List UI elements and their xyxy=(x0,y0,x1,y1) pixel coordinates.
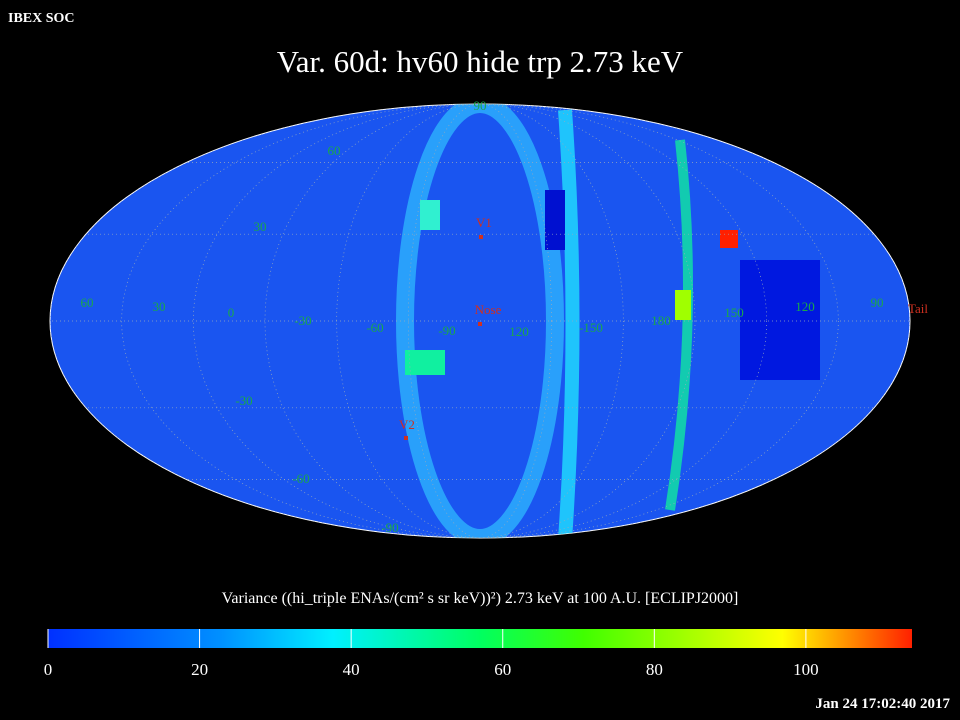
graticule xyxy=(50,104,910,538)
marker-label: Nose xyxy=(475,302,502,317)
corner-label: IBEX SOC xyxy=(8,11,75,26)
colorbar-tick-label: 60 xyxy=(494,660,511,679)
meridian xyxy=(264,104,696,538)
meridian xyxy=(192,104,768,538)
marker-dot xyxy=(478,322,482,326)
marker-label: V1 xyxy=(476,215,492,230)
colorbar-tick-label: 100 xyxy=(793,660,819,679)
colorbar xyxy=(48,629,912,648)
longitude-label: 30 xyxy=(153,299,166,314)
longitude-label: 150 xyxy=(724,305,744,320)
marker-dot xyxy=(404,436,408,440)
longitude-label: 0 xyxy=(228,305,235,320)
map-texture xyxy=(396,104,820,538)
longitude-label: -90 xyxy=(438,323,455,338)
latitude-label: 90 xyxy=(474,98,487,113)
colorbar-tick-label: 0 xyxy=(44,660,53,679)
longitude-label: -150 xyxy=(579,320,603,335)
latitude-label: 30 xyxy=(254,219,267,234)
marker-label: V2 xyxy=(399,417,415,432)
colorbar-tick-label: 20 xyxy=(191,660,208,679)
meridian xyxy=(121,104,839,538)
marker-label: Tail xyxy=(908,301,928,316)
latitude-label: 60 xyxy=(328,143,341,158)
sky-map xyxy=(49,103,911,539)
title: Var. 60d: hv60 hide trp 2.73 keV xyxy=(277,44,684,79)
colorbar-tick-label: 80 xyxy=(646,660,663,679)
latitude-label: -90 xyxy=(381,520,398,535)
longitude-label: -30 xyxy=(294,313,311,328)
timestamp: Jan 24 17:02:40 2017 xyxy=(815,696,950,712)
longitude-label: 180 xyxy=(651,313,671,328)
longitude-label: 120 xyxy=(795,299,815,314)
longitude-label: 60 xyxy=(81,295,94,310)
latitude-label: -30 xyxy=(235,393,252,408)
colorbar-tick-label: 40 xyxy=(343,660,360,679)
longitude-label: -60 xyxy=(366,320,383,335)
longitude-label: 90 xyxy=(871,295,884,310)
latitude-label: -60 xyxy=(292,471,309,486)
longitude-label: 120 xyxy=(509,324,529,339)
meridian xyxy=(407,104,553,538)
marker-dot xyxy=(479,235,483,239)
colorbar-label: Variance ((hi_triple ENAs/(cm² s sr keV)… xyxy=(222,590,739,607)
